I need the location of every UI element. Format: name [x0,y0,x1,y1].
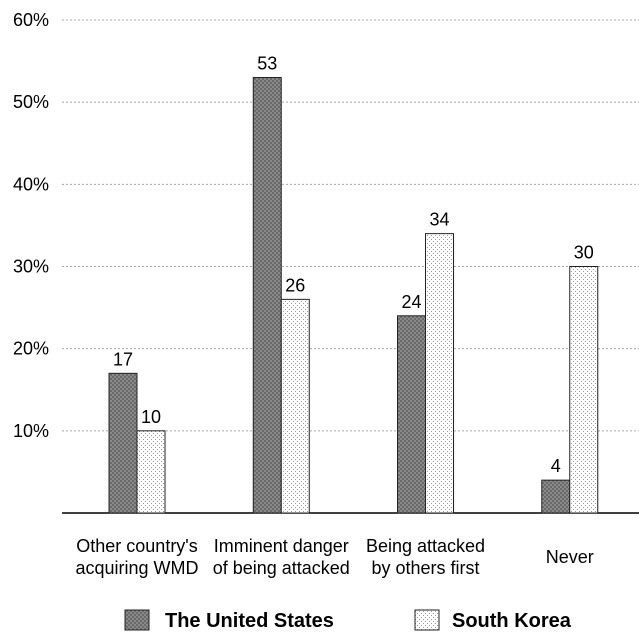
bar-united-states [541,479,571,514]
legend-label-united-states: The United States [165,610,334,632]
data-label: 53 [257,54,277,74]
data-label: 34 [429,210,449,230]
bar-south-korea [280,298,310,514]
y-tick-label: 40% [13,174,49,194]
data-label: 24 [401,292,421,312]
category-label: Other country's acquiring WMD [75,536,198,578]
y-tick-label: 50% [13,92,49,112]
y-tick-label: 30% [13,257,49,277]
bar-south-korea [569,266,599,514]
y-tick-label: 20% [13,339,49,359]
data-label: 30 [574,243,594,263]
legend-swatch-united-states [124,609,150,631]
data-label: 17 [113,349,133,369]
category-label: Imminent danger of being attacked [213,536,350,578]
category-label: Being attacked by others first [366,536,485,578]
data-label: 4 [551,456,561,476]
y-tick-label: 60% [13,10,49,30]
legend-swatch-south-korea [414,609,440,631]
bar-united-states [397,315,427,514]
y-tick-label: 10% [13,421,49,441]
bar-united-states [108,372,138,514]
legend-label-south-korea: South Korea [452,610,572,632]
bar-south-korea [136,430,166,514]
category-label: Never [546,547,594,567]
data-label: 10 [141,407,161,427]
bar-south-korea [425,233,455,514]
bar-united-states [252,77,282,514]
data-label: 26 [285,275,305,295]
